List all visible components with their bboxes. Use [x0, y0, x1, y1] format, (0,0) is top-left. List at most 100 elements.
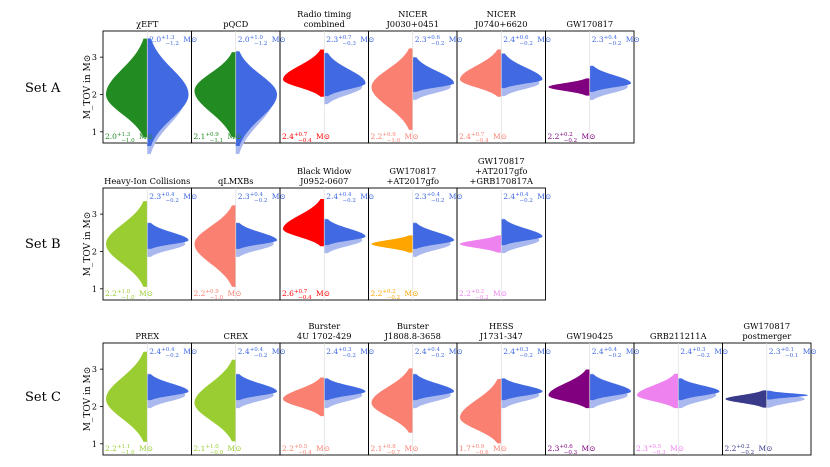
violin-right-half — [412, 223, 454, 249]
posterior-value-label: 2.4+0.3 −0.2 M⊙ — [680, 347, 728, 359]
set-label: Set C — [25, 390, 61, 405]
panel-title: qLMXBs — [218, 176, 254, 186]
panel-title: 4U 1702-429 — [297, 331, 352, 341]
posterior-value-label: 2.0+1.3 −1.2 M⊙ — [149, 35, 197, 47]
constraint-value-label: 2.3+0.6 −0.3 M⊙ — [548, 444, 596, 456]
violin-right-half — [235, 51, 277, 146]
violin-left-half — [283, 49, 325, 97]
violin-left-half — [460, 49, 502, 97]
posterior-value-label: 2.0+1.0 −1.2 M⊙ — [238, 35, 286, 47]
panel-title: J0740+6620 — [474, 19, 528, 29]
constraint-value-label: 2.2+0.9 −1.0 M⊙ — [371, 132, 419, 144]
panel-title: Black Widow — [297, 166, 351, 176]
panel-3-1: PREX 2.4+0.4 −0.2 M⊙ 2.2+1.1 −1.0 M⊙ — [102, 331, 197, 456]
panel-1-1: χEFT 2.0+1.3 −1.2 M⊙ 2.0+1.3 −1.0 M⊙ — [102, 19, 197, 155]
panel-title: NICER — [398, 9, 428, 19]
set-label: Set A — [25, 81, 61, 96]
violin-left-half — [371, 235, 413, 253]
panel-title: Radio timing — [297, 9, 352, 19]
posterior-value-label: 2.4+0.4 −0.2 M⊙ — [503, 192, 551, 204]
posterior-value-label: 2.4+0.6 −0.2 M⊙ — [503, 35, 551, 47]
posterior-value-label: 2.3+0.7 −0.3 M⊙ — [326, 35, 374, 47]
posterior-value-label: 2.3+0.4 −0.2 M⊙ — [415, 192, 463, 204]
set-label: Set B — [25, 237, 61, 252]
violin-right-half — [678, 378, 720, 401]
posterior-value-label: 2.4+0.4 −0.2 M⊙ — [592, 347, 640, 359]
panel-title: CREX — [223, 331, 248, 341]
panel-title: PREX — [135, 331, 159, 341]
panel-title: J1731-347 — [479, 331, 523, 341]
violin-left-half — [194, 359, 236, 442]
posterior-value-label: 2.4+0.3 −0.2 M⊙ — [503, 347, 551, 359]
posterior-value-label: 2.3+0.1 −0.1 M⊙ — [769, 347, 817, 359]
y-tick-label: 2 — [92, 247, 97, 256]
panel-title: GRB211211A — [650, 331, 708, 341]
panel-3-2: CREX 2.4+0.4 −0.2 M⊙ 2.1+1.0 −0.9 M⊙ — [191, 331, 286, 456]
panel-title: HESS — [489, 321, 514, 331]
violin-left-half — [283, 377, 325, 417]
posterior-value-label: 2.4+0.4 −0.2 M⊙ — [149, 347, 197, 359]
panel-title: pQCD — [223, 19, 248, 29]
panel-2-5: GW170817+AT2017gfo+GRB170817A 2.4+0.4 −0.2… — [456, 156, 551, 301]
violin-right-half — [324, 219, 366, 246]
constraint-value-label: 2.4+0.7 −0.4 M⊙ — [459, 132, 507, 144]
constraint-value-label: 2.2+0.5 −0.4 M⊙ — [282, 444, 330, 456]
y-tick-label: 1 — [92, 128, 97, 137]
violin-left-half — [194, 205, 236, 287]
y-axis-label: M_TOV in M⊙ — [83, 55, 93, 120]
panel-title: +GRB170817A — [469, 176, 534, 186]
panel-title: χEFT — [136, 19, 159, 29]
set-1-group: Set A M_TOV in M⊙ 1 2 3 χEFT 2.0+1.3 −1.2 M⊙ 2.0… — [25, 9, 640, 155]
panel-title: J0030+0451 — [385, 19, 439, 29]
y-axis-label: M_TOV in M⊙ — [83, 367, 93, 432]
panel-2-4: GW170817+AT2017gfo 2.3+0.4 −0.2 M⊙ 2.2+0.2−… — [368, 166, 463, 301]
posterior-value-label: 2.4+0.3 −0.2 M⊙ — [326, 347, 374, 359]
constraint-value-label: 2.2+0.2 −0.2 M⊙ — [725, 444, 773, 456]
violin-right-half — [147, 38, 189, 146]
panel-2-1: Heavy-Ion Collisions 2.3+0.4 −0.2 M⊙ 2.2+1.… — [102, 176, 197, 301]
panel-1-6: GW170817 2.3+0.4 −0.2 M⊙ 2.2+0.2 −0.2 M⊙ — [545, 19, 640, 144]
violin-left-half — [106, 351, 148, 442]
violin-left-half — [460, 379, 502, 444]
constraint-value-label: 2.2+0.2 −0.2 M⊙ — [459, 289, 507, 301]
violin-right-half — [412, 374, 454, 401]
panel-title: Heavy-Ion Collisions — [104, 176, 190, 186]
panel-title: NICER — [487, 9, 517, 19]
posterior-value-label: 2.4+0.4 −0.2 M⊙ — [415, 347, 463, 359]
violin-left-half — [460, 235, 502, 253]
violin-right-half — [147, 374, 189, 401]
violin-left-half — [371, 48, 413, 130]
constraint-value-label: 2.1+0.9 −1.1 M⊙ — [194, 132, 242, 144]
constraint-value-label: 2.2+1.1 −1.0 M⊙ — [105, 444, 153, 456]
constraint-value-label: 2.2+0.2 −0.2 M⊙ — [548, 132, 596, 144]
violin-right-half — [235, 223, 277, 249]
posterior-value-label: 2.3+0.4 −0.2 M⊙ — [592, 35, 640, 47]
violin-right-half — [412, 57, 454, 92]
panel-1-2: pQCD 2.0+1.0 −1.2 M⊙ 2.1+0.9 −1.1 M⊙ — [191, 19, 286, 155]
violin-right-half — [501, 219, 543, 246]
y-tick-label: 3 — [92, 365, 97, 374]
constraint-value-label: 2.1+0.8 −0.7 M⊙ — [371, 444, 419, 456]
panel-title: postmerger — [742, 331, 791, 341]
set-2-group: Set B M_TOV in M⊙ 1 2 3 Heavy-Ion Collisions 2… — [25, 156, 551, 301]
violin-right-half — [501, 53, 543, 89]
panel-title: +AT2017gfo — [475, 166, 528, 176]
posterior-value-label: 2.4+0.4 −0.2 M⊙ — [238, 347, 286, 359]
posterior-value-label: 2.3+0.6 −0.2 M⊙ — [415, 35, 463, 47]
constraint-value-label: 2.6+0.7 −0.4 M⊙ — [282, 289, 330, 301]
violin-right-half — [766, 390, 808, 400]
panel-3-7: GRB211211A 2.4+0.3 −0.2 M⊙ 2.3+0.5 −0.3 M⊙ — [633, 331, 728, 456]
y-tick-label: 1 — [92, 440, 97, 449]
constraint-value-label: 2.2+0.9 −1.0 M⊙ — [194, 289, 242, 301]
constraint-value-label: 2.0+1.3 −1.0 M⊙ — [105, 132, 153, 144]
y-tick-label: 3 — [92, 210, 97, 219]
